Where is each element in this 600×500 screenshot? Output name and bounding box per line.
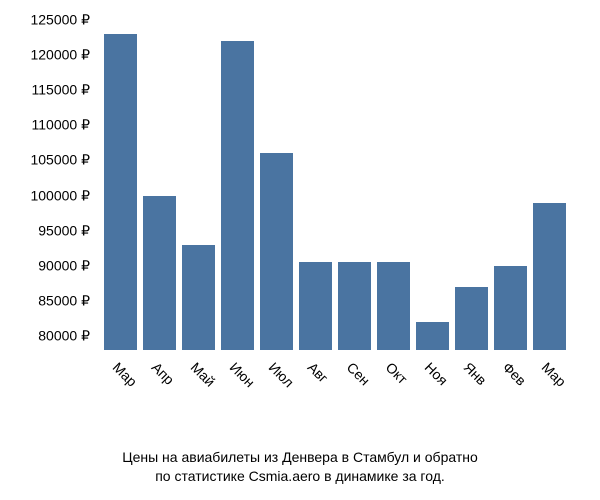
bar <box>221 41 254 350</box>
x-tick: Июл <box>260 355 293 415</box>
price-chart: 80000 ₽ 85000 ₽ 90000 ₽ 95000 ₽ 100000 ₽ 1050… <box>0 0 600 500</box>
x-tick: Сен <box>338 355 371 415</box>
chart-caption: Цены на авиабилеты из Денвера в Стамбул … <box>0 448 600 486</box>
x-tick: Мар <box>533 355 566 415</box>
x-tick: Авг <box>299 355 332 415</box>
x-tick: Май <box>182 355 215 415</box>
x-tick-label: Янв <box>460 359 489 388</box>
y-tick-label: 85000 ₽ <box>38 292 90 309</box>
x-tick-label: Ноя <box>421 359 450 388</box>
caption-line-1: Цены на авиабилеты из Денвера в Стамбул … <box>122 449 478 465</box>
x-tick-label: Мар <box>538 359 569 390</box>
x-tick: Апр <box>143 355 176 415</box>
x-tick: Мар <box>104 355 137 415</box>
bar <box>455 287 488 350</box>
bar <box>143 196 176 350</box>
bar <box>104 34 137 350</box>
y-axis: 80000 ₽ 85000 ₽ 90000 ₽ 95000 ₽ 100000 ₽ 1050… <box>0 20 95 350</box>
bar <box>299 262 332 350</box>
x-tick-label: Апр <box>148 359 177 388</box>
y-tick-label: 110000 ₽ <box>32 117 90 134</box>
x-tick: Окт <box>377 355 410 415</box>
x-tick-label: Фев <box>499 359 529 389</box>
x-tick-label: Окт <box>382 359 410 387</box>
bar <box>494 266 527 350</box>
bars-group <box>100 20 570 350</box>
y-tick-label: 125000 ₽ <box>30 12 90 29</box>
y-tick-label: 80000 ₽ <box>38 327 90 344</box>
bar <box>182 245 215 350</box>
bar <box>260 153 293 350</box>
x-tick-label: Авг <box>304 359 331 386</box>
bar <box>377 262 410 350</box>
y-tick-label: 120000 ₽ <box>30 47 90 64</box>
y-tick-label: 90000 ₽ <box>38 257 90 274</box>
bar <box>416 322 449 350</box>
x-tick-label: Мар <box>109 359 140 390</box>
x-tick-label: Май <box>187 359 218 390</box>
x-tick-label: Сен <box>343 359 372 388</box>
y-tick-label: 105000 ₽ <box>30 152 90 169</box>
y-tick-label: 95000 ₽ <box>38 222 90 239</box>
x-tick: Ноя <box>416 355 449 415</box>
y-tick-label: 115000 ₽ <box>32 82 90 99</box>
plot-area <box>100 20 570 350</box>
x-tick: Фев <box>494 355 527 415</box>
bar <box>533 203 566 350</box>
x-tick: Янв <box>455 355 488 415</box>
x-tick-label: Июн <box>226 359 257 390</box>
x-axis: Мар Апр Май Июн Июл Авг Сен Окт Ноя Янв Фев Мар <box>100 355 570 415</box>
x-tick: Июн <box>221 355 254 415</box>
caption-line-2: по статистике Csmia.aero в динамике за г… <box>155 468 445 484</box>
bar <box>338 262 371 350</box>
x-tick-label: Июл <box>265 359 296 390</box>
y-tick-label: 100000 ₽ <box>30 187 90 204</box>
